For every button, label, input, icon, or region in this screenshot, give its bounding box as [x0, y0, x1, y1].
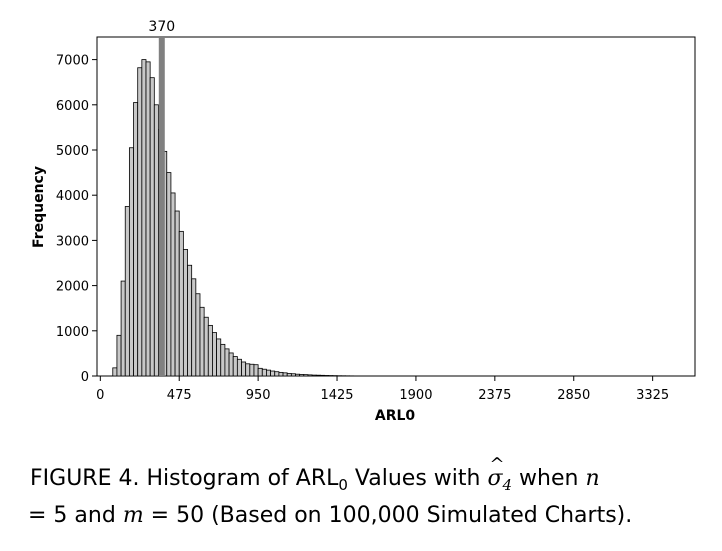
caption-line2-rest: = 50 (Based on 100,000 Simulated Charts)…	[143, 503, 633, 528]
histogram-bar	[315, 374, 321, 377]
histogram-bar	[299, 374, 305, 377]
histogram-bar	[253, 364, 259, 377]
y-tick-label: 0	[81, 370, 89, 385]
plot-frame	[96, 36, 696, 377]
histogram-bar	[212, 332, 217, 377]
histogram-bar	[191, 278, 197, 377]
histogram-bar	[170, 192, 176, 377]
y-axis-ticks: 0 1000 2000 3000 4000 5000 6000 7000	[56, 54, 97, 385]
reference-line-label: 370	[148, 19, 175, 35]
x-tick-label: 950	[246, 388, 271, 403]
histogram-bar	[303, 374, 309, 377]
histogram-bar	[270, 370, 276, 377]
histogram-bar	[286, 373, 292, 377]
histogram-bar	[249, 363, 255, 377]
histogram-bar	[220, 343, 226, 377]
histogram-bar	[261, 368, 267, 377]
plot-area	[96, 36, 696, 377]
histogram-bar	[241, 361, 247, 377]
sigma-hat-symbol: ^ σ4	[487, 454, 513, 497]
x-tick-label: 2850	[557, 388, 590, 403]
caption-arl-subscript: 0	[338, 476, 348, 494]
caption-line2-eq1: = 5 and	[28, 503, 123, 528]
histogram-bar	[228, 352, 234, 377]
histogram-bar	[307, 374, 313, 377]
x-axis-title: ARL0	[375, 408, 416, 424]
histogram-bar	[257, 367, 263, 377]
histogram-bar	[137, 67, 143, 377]
y-tick-label: 1000	[56, 325, 89, 340]
y-tick-label: 2000	[56, 280, 89, 295]
x-tick-label: 0	[96, 388, 104, 403]
caption-line-1: FIGURE 4. Histogram of ARL0 Values with …	[30, 454, 702, 497]
histogram-bar	[311, 374, 317, 377]
caption-m-variable: m	[122, 503, 144, 528]
histogram-bar	[128, 147, 134, 377]
histogram-bar	[236, 358, 242, 377]
caption-line-2: = 5 and m = 50 (Based on 100,000 Simulat…	[28, 497, 702, 534]
histogram-bar	[282, 372, 288, 377]
histogram-bar	[290, 373, 296, 377]
histogram-bar	[266, 369, 271, 377]
histogram-bar	[278, 371, 284, 377]
caption-prefix: FIGURE 4. Histogram of ARL	[30, 466, 339, 491]
histogram-bar	[153, 104, 159, 377]
x-tick-label: 3325	[636, 388, 669, 403]
sigma-subscript: 4	[502, 476, 513, 494]
x-tick-label: 1900	[399, 388, 432, 403]
histogram-bar	[182, 249, 188, 377]
histogram-bar	[133, 102, 139, 377]
histogram-bar	[224, 348, 230, 377]
histogram-bar	[174, 210, 180, 377]
y-tick-label: 6000	[56, 99, 89, 114]
histogram-bar	[116, 334, 122, 377]
histogram-bar	[324, 375, 330, 377]
histogram-bar	[141, 59, 147, 377]
histogram-bar	[274, 371, 280, 377]
histogram-bar	[166, 172, 172, 377]
histogram-bar	[216, 338, 222, 377]
x-tick-label: 475	[167, 388, 192, 403]
histogram-bar	[320, 374, 325, 377]
sigma-letter: σ	[487, 466, 503, 491]
histogram-bars	[112, 59, 371, 377]
y-tick-label: 5000	[56, 144, 89, 159]
figure-caption: FIGURE 4. Histogram of ARL0 Values with …	[28, 454, 702, 534]
histogram-bar	[199, 306, 205, 377]
histogram-bar	[295, 373, 301, 377]
histogram-bar	[178, 230, 184, 377]
y-tick-label: 7000	[56, 54, 89, 69]
y-tick-label: 3000	[56, 234, 89, 249]
histogram-bar	[203, 316, 209, 377]
caption-when: when	[512, 466, 586, 491]
reference-line-group: 370	[148, 19, 175, 376]
hat-accent: ^	[489, 454, 505, 475]
histogram-bar	[112, 367, 118, 377]
histogram-bar	[195, 293, 201, 377]
caption-mid: Values with	[347, 466, 488, 491]
x-axis-ticks: 0 475 950 1425 1900 2375 2850 3325	[96, 376, 669, 403]
histogram-bar	[187, 264, 193, 377]
x-tick-label: 1425	[320, 388, 353, 403]
histogram-bar	[120, 280, 126, 377]
histogram-bar	[124, 206, 130, 377]
caption-n-variable: n	[585, 466, 600, 491]
y-tick-label: 4000	[56, 189, 89, 204]
histogram-bar	[149, 77, 155, 377]
histogram-bar	[207, 324, 213, 377]
y-axis-title: Frequency	[31, 166, 47, 248]
histogram-bar	[145, 61, 151, 377]
histogram-bar	[245, 363, 251, 377]
x-tick-label: 2375	[478, 388, 511, 403]
histogram-bar	[232, 356, 238, 377]
